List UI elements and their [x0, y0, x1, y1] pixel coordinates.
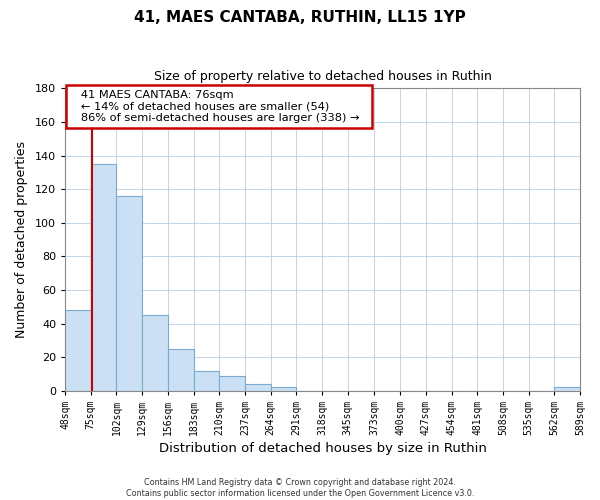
Bar [142, 315, 168, 391]
Bar [219, 376, 245, 391]
Bar [168, 349, 194, 391]
Bar [245, 384, 271, 391]
Text: 41 MAES CANTABA: 76sqm
   ← 14% of detached houses are smaller (54)
   86% of se: 41 MAES CANTABA: 76sqm ← 14% of detached… [70, 90, 367, 123]
Text: Contains HM Land Registry data © Crown copyright and database right 2024.
Contai: Contains HM Land Registry data © Crown c… [126, 478, 474, 498]
Bar [194, 370, 219, 391]
X-axis label: Distribution of detached houses by size in Ruthin: Distribution of detached houses by size … [158, 442, 487, 455]
Y-axis label: Number of detached properties: Number of detached properties [15, 141, 28, 338]
Title: Size of property relative to detached houses in Ruthin: Size of property relative to detached ho… [154, 70, 491, 83]
Bar [91, 164, 116, 391]
Bar [65, 310, 91, 391]
Bar [116, 196, 142, 391]
Text: 41, MAES CANTABA, RUTHIN, LL15 1YP: 41, MAES CANTABA, RUTHIN, LL15 1YP [134, 10, 466, 25]
Bar [554, 388, 580, 391]
Bar [271, 388, 296, 391]
